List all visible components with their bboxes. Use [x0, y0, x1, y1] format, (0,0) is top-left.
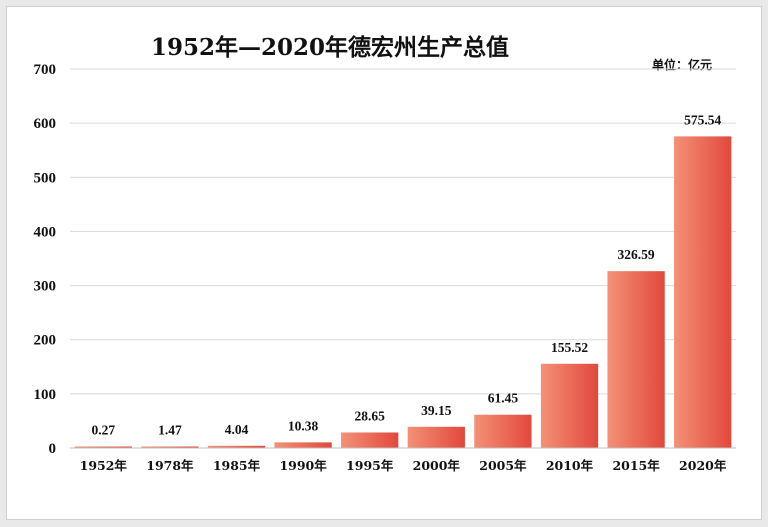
bars	[74, 136, 732, 448]
bar	[207, 445, 266, 448]
x-tick-label: 2000年	[413, 458, 461, 473]
bar	[474, 414, 532, 448]
x-tick-label: 1990年	[279, 458, 327, 473]
data-label: 326.59	[618, 247, 655, 262]
bar	[141, 446, 199, 448]
data-label: 39.15	[421, 403, 452, 418]
bar	[607, 271, 665, 448]
data-label: 4.04	[225, 422, 249, 437]
data-label: 61.45	[488, 391, 519, 406]
bar	[407, 426, 465, 448]
x-tick-label: 1978年	[146, 458, 194, 473]
x-tick-label: 2015年	[612, 458, 660, 473]
y-tick-label: 0	[49, 441, 57, 457]
y-tick-label: 100	[34, 387, 57, 403]
y-tick-label: 600	[34, 116, 57, 132]
x-tick-label: 1985年	[213, 458, 261, 473]
data-label: 575.54	[684, 112, 721, 127]
y-tick-label: 400	[34, 224, 57, 240]
bar	[540, 363, 599, 448]
x-tick-label: 2020年	[679, 458, 727, 473]
bar	[341, 432, 399, 448]
y-tick-label: 300	[34, 279, 57, 295]
data-label: 0.27	[91, 423, 115, 438]
bar	[74, 446, 132, 448]
bar	[274, 442, 332, 448]
y-tick-label: 700	[34, 62, 57, 78]
x-tick-label: 2010年	[546, 458, 594, 473]
data-label: 28.65	[355, 408, 386, 423]
x-axis: 1952年 1978年 1985年 1990年 1995年 2000年 2005年 2010年…	[70, 447, 736, 473]
x-tick-label: 1995年	[346, 458, 394, 473]
data-label: 10.38	[288, 418, 319, 433]
data-label: 1.47	[158, 423, 182, 438]
y-tick-label: 500	[34, 170, 57, 186]
data-label: 155.52	[551, 340, 588, 355]
y-axis: 0 100 200 300 400 500 600 700	[34, 62, 57, 457]
data-labels: 0.27 1.47 4.04 10.38 28.65 39.15 61.45 155.52 32…	[91, 112, 721, 437]
bar	[674, 136, 732, 448]
x-tick-label: 1952年	[80, 458, 128, 473]
y-tick-label: 200	[34, 333, 57, 349]
x-tick-label: 2005年	[479, 458, 527, 473]
chart-title: 1952年—2020年德宏州生产总值	[150, 34, 510, 61]
